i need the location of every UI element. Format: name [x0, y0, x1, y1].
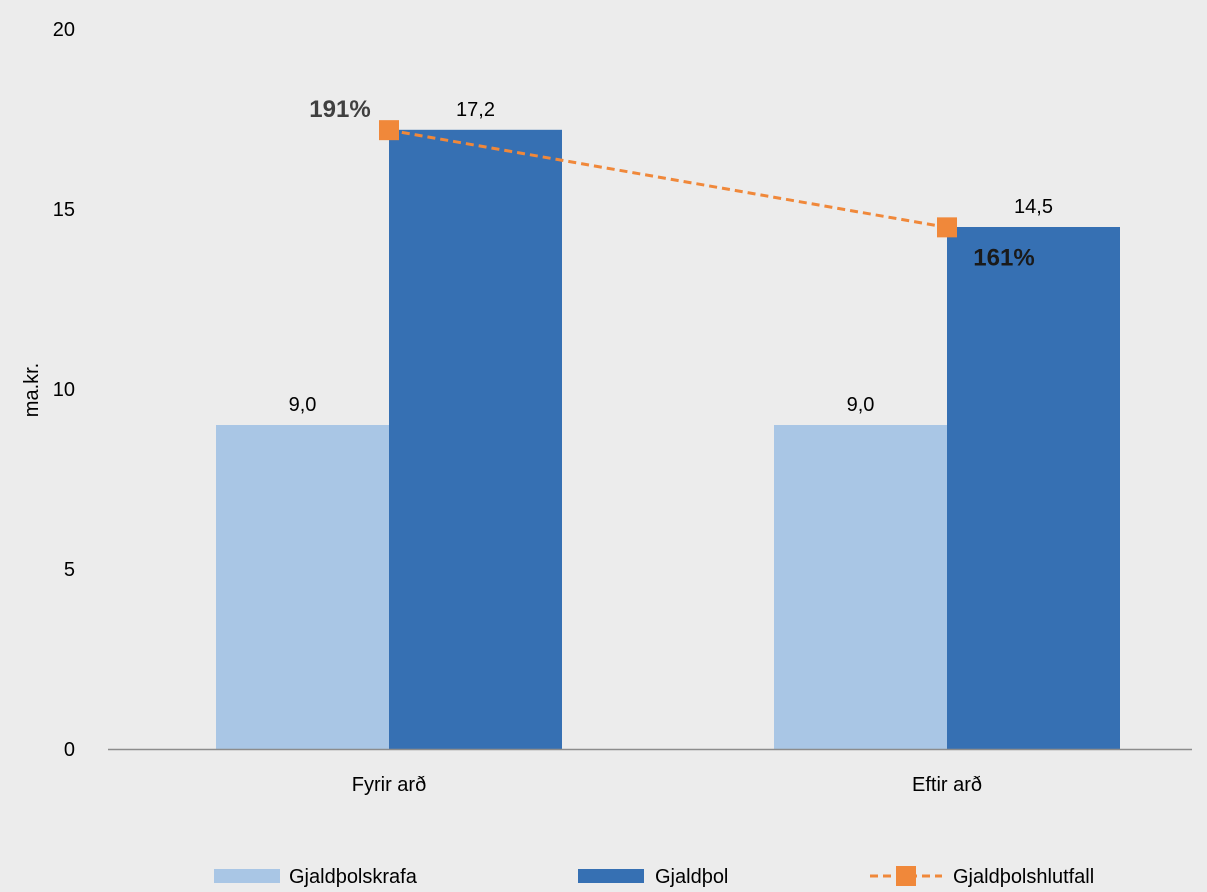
bar — [774, 425, 947, 749]
y-tick-label: 5 — [64, 559, 75, 581]
legend-swatch — [578, 869, 644, 883]
y-axis-ticks: 0 5 10 15 20 — [53, 19, 75, 761]
y-tick-label: 15 — [53, 199, 75, 221]
ratio-label: 191% — [309, 96, 370, 123]
legend-label: Gjaldþol — [655, 866, 728, 888]
legend-label: Gjaldþolskrafa — [289, 866, 418, 888]
bar-data-label: 9,0 — [289, 394, 317, 416]
ratio-line — [388, 128, 948, 229]
bar — [389, 129, 562, 750]
ratio-label: 161% — [973, 244, 1034, 271]
legend-swatch — [214, 869, 280, 883]
bar — [216, 425, 389, 749]
y-tick-label: 10 — [53, 379, 75, 401]
bar — [947, 227, 1120, 749]
bar-data-labels: 9,0 9,0 17,2 14,5 — [289, 99, 1053, 416]
y-tick-label: 0 — [64, 739, 75, 761]
legend: Gjaldþolskrafa Gjaldþol Gjaldþolshlutfall — [214, 866, 1094, 888]
bar-data-label: 14,5 — [1014, 196, 1053, 218]
x-tick-label: Eftir arð — [912, 774, 982, 796]
bar-data-label: 17,2 — [456, 99, 495, 121]
x-axis: Fyrir arð Eftir arð — [108, 748, 1192, 796]
ratio-marker — [937, 217, 957, 238]
legend-marker — [896, 866, 916, 886]
x-tick-label: Fyrir arð — [352, 774, 426, 796]
y-axis-label: ma.kr. — [21, 363, 43, 417]
ratio-line-series: 191% 161% — [309, 96, 1034, 271]
bars — [216, 129, 1120, 750]
bar-data-label: 9,0 — [847, 394, 875, 416]
y-tick-label: 20 — [53, 19, 75, 41]
legend-label: Gjaldþolshlutfall — [953, 866, 1094, 888]
ratio-marker — [379, 120, 399, 141]
